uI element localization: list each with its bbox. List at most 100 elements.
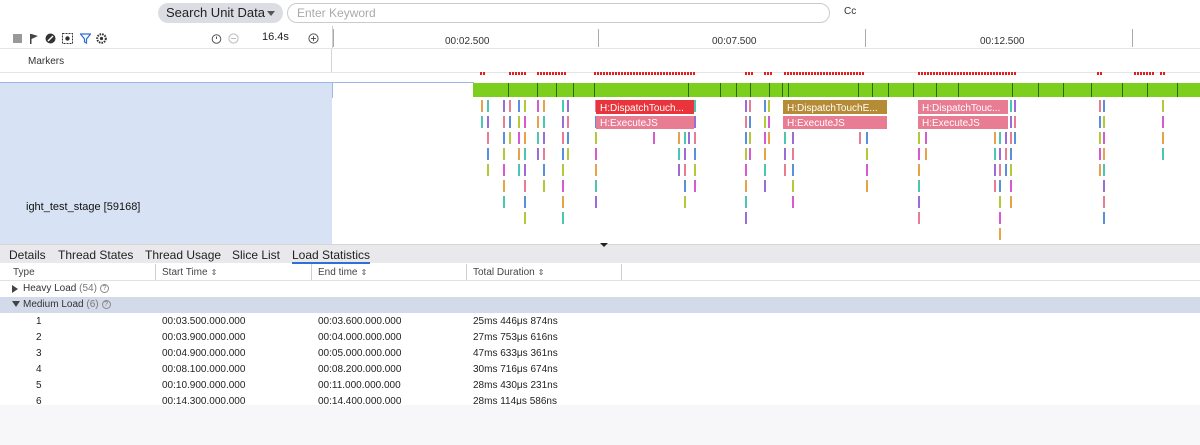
thread-slice [509, 100, 511, 112]
marker-tick [796, 72, 798, 75]
thread-slice [1099, 164, 1101, 176]
column-resizer[interactable] [466, 264, 467, 280]
row-end-time: 00:08.200.000.000 [318, 364, 402, 375]
ruler-tick [598, 29, 599, 47]
marker-tick [996, 72, 998, 75]
lane-frame [332, 82, 474, 98]
thread-slice [745, 100, 747, 112]
execute-js-label: H:ExecuteJS [600, 118, 658, 129]
table-empty-area [0, 405, 1200, 445]
group-row-medium-load[interactable]: Medium Load (6)? [0, 297, 1200, 313]
thread-slice [918, 180, 920, 192]
thread-slice [1103, 148, 1105, 160]
table-row[interactable]: 6 00:14.300.000.000 00:14.400.000.000 28… [0, 393, 1200, 409]
zoom-in-icon[interactable] [308, 31, 319, 44]
group-row-heavy-load[interactable]: Heavy Load (54)? [0, 281, 1200, 297]
row-end-time: 00:04.000.000.000 [318, 332, 402, 343]
thread-slice [859, 132, 861, 144]
tab-slice-list[interactable]: Slice List [232, 248, 281, 262]
marker-tick [618, 72, 620, 75]
marker-tick [966, 72, 968, 75]
thread-slice [1010, 100, 1012, 112]
help-icon[interactable]: ? [101, 300, 111, 309]
marker-tick [954, 72, 956, 75]
thread-slice [925, 148, 927, 160]
zoom-out-icon[interactable] [228, 31, 239, 44]
marker-tick [790, 72, 792, 75]
table-row[interactable]: 1 00:03.500.000.000 00:03.600.000.000 25… [0, 313, 1200, 329]
marker-tick [594, 72, 596, 75]
table-row[interactable]: 3 00:04.900.000.000 00:05.000.000.000 47… [0, 345, 1200, 361]
tab-load-statistics[interactable]: Load Statistics [292, 248, 371, 264]
capture-icon[interactable] [62, 31, 73, 44]
row-index: 3 [36, 348, 42, 359]
marker-tick [963, 72, 965, 75]
trace-canvas[interactable]: H:DispatchTouch... H:ExecuteJS H:DispatchT… [332, 72, 1200, 244]
marker-tick [945, 72, 947, 75]
thread-slice [543, 180, 545, 192]
thread-slice [999, 228, 1001, 240]
table-row[interactable]: 4 00:08.100.000.000 00:08.200.000.000 30… [0, 361, 1200, 377]
usage-gap [769, 83, 770, 97]
marker-tick [543, 72, 545, 75]
marker-tick [808, 72, 810, 75]
settings-icon[interactable] [96, 31, 107, 44]
thread-slice [1103, 116, 1105, 128]
case-sensitive-toggle[interactable]: Cc [844, 6, 857, 17]
timer-icon[interactable] [211, 31, 222, 44]
thread-slice [518, 132, 520, 144]
thread-slice [503, 132, 505, 144]
column-header-type[interactable]: Type [13, 267, 35, 278]
thread-slice [694, 148, 696, 160]
marker-tick [564, 72, 566, 75]
marker-tick [651, 72, 653, 75]
usage-gap [720, 83, 721, 97]
marker-tick [537, 72, 539, 75]
record-icon[interactable] [45, 31, 56, 44]
table-row[interactable]: 2 00:03.900.000.000 00:04.000.000.000 27… [0, 329, 1200, 345]
tab-thread-states[interactable]: Thread States [58, 248, 134, 262]
column-header-start-time[interactable]: Start Time ⇕ [162, 267, 217, 278]
thread-slice [745, 180, 747, 192]
thread-slice [562, 132, 564, 144]
thread-slice [595, 148, 597, 160]
row-duration: 27ms 753μs 616ns [473, 332, 558, 343]
thread-slice [1014, 132, 1016, 144]
thread-slice [595, 132, 597, 144]
usage-gap [594, 83, 595, 97]
column-resizer[interactable] [155, 264, 156, 280]
tab-thread-usage[interactable]: Thread Usage [145, 248, 222, 262]
thread-slice [999, 164, 1001, 176]
column-header-end-time[interactable]: End time ⇕ [318, 267, 367, 278]
named-slices[interactable]: H:DispatchTouch... H:ExecuteJS H:DispatchT… [596, 100, 1008, 129]
tab-details[interactable]: Details [9, 248, 46, 262]
filter-icon[interactable] [79, 31, 92, 44]
marker-tick [660, 72, 662, 75]
search-scope-select[interactable]: Search Unit Data [158, 3, 283, 23]
search-input[interactable] [287, 3, 830, 23]
help-icon[interactable]: ? [99, 284, 109, 293]
marker-tick [558, 72, 560, 75]
thread-slice [1010, 164, 1012, 176]
ruler-tick [333, 29, 334, 47]
marker-tick [751, 72, 753, 75]
marker-tick [645, 72, 647, 75]
marker-tick [609, 72, 611, 75]
process-lane-header[interactable]: ight_test_stage [59168] [0, 82, 332, 244]
thread-slice [487, 132, 489, 144]
collapse-icon[interactable] [600, 243, 608, 247]
time-ruler[interactable]: 00:02.500 00:07.500 00:12.500 [332, 26, 1200, 48]
column-resizer[interactable] [621, 264, 622, 280]
stop-icon[interactable] [12, 31, 23, 43]
ruler-tick-label: 00:12.500 [980, 36, 1025, 47]
usage-gap [913, 83, 914, 97]
thread-slice [537, 100, 539, 112]
thread-slice [784, 148, 786, 160]
marker-tick [521, 72, 523, 75]
thread-slice [567, 132, 569, 144]
column-resizer[interactable] [311, 264, 312, 280]
usage-gaps [508, 83, 1178, 97]
table-row[interactable]: 5 00:10.900.000.000 00:11.000.000.000 28… [0, 377, 1200, 393]
flag-icon[interactable] [28, 31, 39, 44]
column-header-total-duration[interactable]: Total Duration ⇕ [473, 267, 544, 278]
